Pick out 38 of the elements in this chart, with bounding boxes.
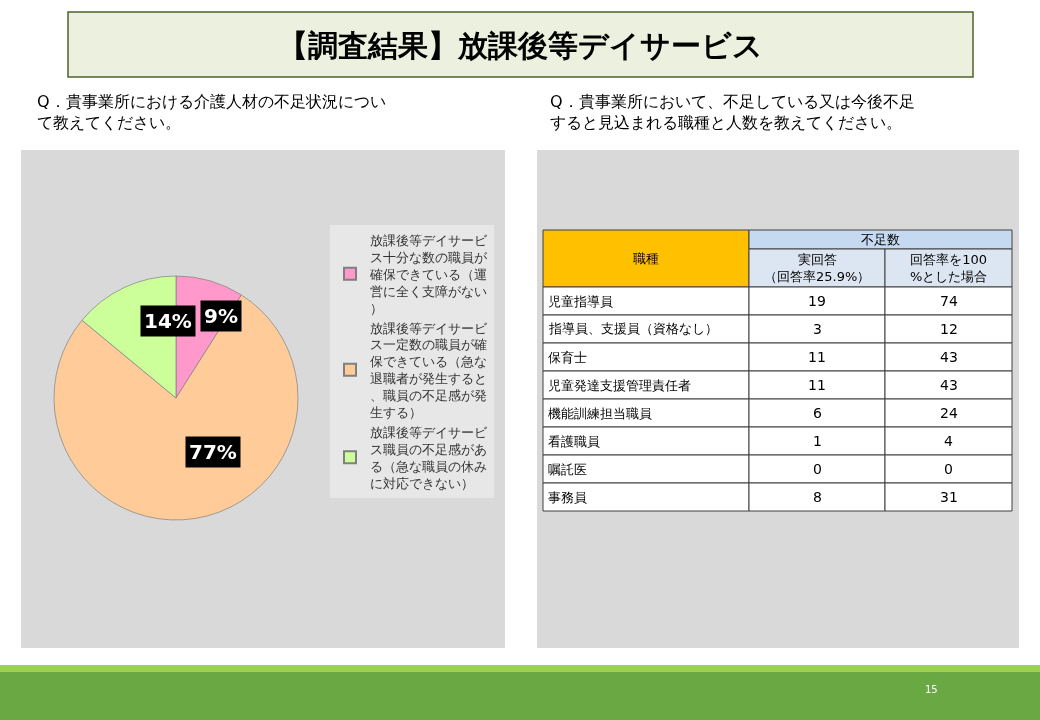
category-label: 事務員 (548, 490, 587, 505)
text: 【調査結果】放課後等デイサービス (278, 28, 763, 63)
data-label: 8 (813, 489, 822, 505)
data-label: 11 (808, 349, 826, 365)
category-label: 看護職員 (548, 434, 600, 449)
data-label: 74 (940, 293, 958, 309)
data-label: 0 (944, 461, 953, 477)
series-label: 実回答（回答率25.9%） (764, 252, 871, 284)
text: 15 (925, 684, 938, 695)
text: Q．貴事業所において、不足している又は今後不足すると見込まれる職種と人数を教えてください。 (550, 92, 915, 132)
data-label: 31 (940, 489, 958, 505)
category-label: 児童発達支援管理責任者 (548, 378, 691, 393)
data-label: 19 (808, 293, 826, 309)
legend-label: 放課後等デイサービス十分な数の職員が確保できている（運営に全く支障がない） (369, 233, 488, 316)
data-label: 4 (944, 433, 953, 449)
data-label: 1 (813, 433, 822, 449)
series-label: 回答率を100%とした場合 (910, 252, 988, 284)
chart-title: Q．貴事業所における介護人材の不足状況について教えてください。 (37, 92, 386, 132)
data-label: 6 (813, 405, 822, 421)
data-label: 11 (808, 377, 826, 393)
data-label: 12 (940, 321, 958, 337)
data-label: 0 (813, 461, 822, 477)
data-label: 24 (940, 405, 958, 421)
legend-title: 不足数 (861, 232, 900, 247)
category-label: 児童指導員 (548, 294, 613, 309)
data-label: 77% (189, 440, 237, 464)
legend-label: 放課後等デイサービス一定数の職員が確保できている（急な退職者が発生すると、職員の不足感が発生する） (370, 320, 488, 421)
data-label: 9% (204, 304, 238, 328)
category-label: 機能訓練担当職員 (548, 406, 652, 421)
legend-label: 放課後等デイサービス職員の不足感がある（急な職員の休みに対応できない） (370, 424, 488, 491)
data-label: 43 (940, 349, 958, 365)
category-label: 保育士 (548, 350, 587, 365)
data-label: 14% (144, 309, 192, 333)
text: 職種 (633, 251, 659, 266)
category-label: 指導員、支援員（資格なし） (548, 321, 718, 336)
data-label: 3 (813, 321, 822, 337)
data-label: 43 (940, 377, 958, 393)
category-label: 嘱託医 (548, 462, 587, 477)
